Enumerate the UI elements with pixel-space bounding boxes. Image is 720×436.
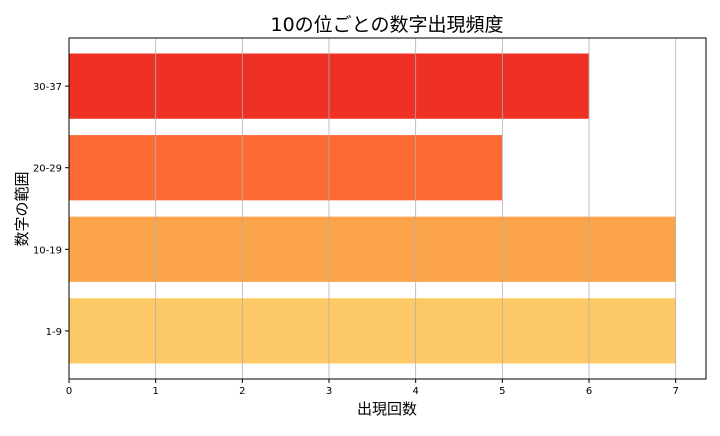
chart-title: 10の位ごとの数字出現頻度	[271, 14, 504, 36]
x-tick-label: 6	[586, 386, 592, 397]
y-tick-label: 1-9	[46, 327, 62, 338]
y-axis-label: 数字の範囲	[13, 171, 31, 246]
x-tick-label: 0	[66, 386, 72, 397]
axes-frame	[68, 37, 707, 380]
x-axis-label: 出現回数	[357, 400, 417, 418]
bar-20-29	[69, 135, 503, 201]
bar-10-19	[69, 216, 676, 282]
y-tick-label: 30-37	[33, 82, 62, 93]
x-tick-label: 2	[239, 386, 245, 397]
y-tick-label: 20-29	[33, 164, 62, 175]
bar-1-9	[69, 298, 676, 364]
x-tick-label: 4	[412, 386, 418, 397]
x-tick-label: 3	[326, 386, 332, 397]
x-tick-label: 5	[499, 386, 505, 397]
x-tick-label: 7	[672, 386, 678, 397]
x-tick-label: 1	[152, 386, 158, 397]
y-tick-label: 10-19	[33, 245, 62, 256]
